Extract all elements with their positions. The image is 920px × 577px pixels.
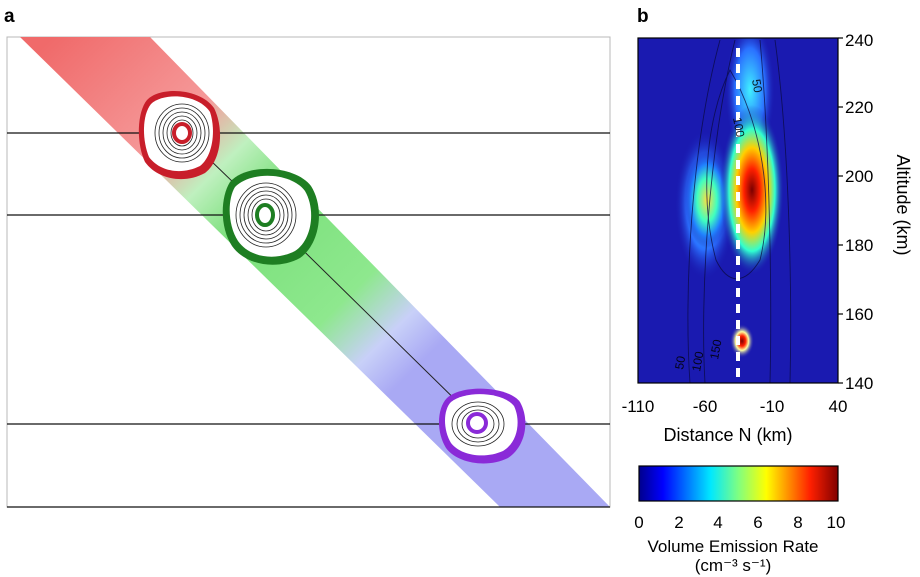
colorbar-tick-label: 6	[753, 513, 762, 532]
x-axis: -110 -60 -10 40 Distance N (km)	[622, 397, 848, 445]
colorbar-tick-label: 10	[827, 513, 846, 532]
x-tick-label: -60	[693, 397, 718, 416]
emission-heatmap	[638, 38, 838, 383]
x-tick-label: 40	[829, 397, 848, 416]
colorbar-tick-label: 2	[674, 513, 683, 532]
y-tick-label: 160	[845, 305, 873, 324]
colorbar: 0 2 4 6 8 10 Volume Emission Rate (cm⁻³ …	[634, 465, 846, 575]
heatmap-frame	[637, 37, 839, 384]
x-tick-label: -110	[622, 397, 655, 416]
x-axis-title: Distance N (km)	[663, 425, 792, 445]
colorbar-title: Volume Emission Rate	[647, 537, 818, 556]
colorbar-units: (cm⁻³ s⁻¹)	[695, 556, 771, 575]
colorbar-tick-label: 0	[634, 513, 643, 532]
contour-label: 100	[730, 116, 747, 138]
y-tick-label: 180	[845, 236, 873, 255]
panel-a: a	[4, 6, 611, 508]
contour-label: 50	[749, 78, 765, 94]
heatmap-hotspot	[730, 324, 754, 358]
colorbar-tick-label: 4	[713, 513, 722, 532]
y-tick-label: 220	[845, 98, 873, 117]
x-tick-label: -10	[760, 397, 785, 416]
y-axis: 140 160 180 200 220 240 Altitude (km)	[838, 31, 913, 393]
y-tick-label: 140	[845, 374, 873, 393]
y-axis-title: Altitude (km)	[893, 154, 913, 255]
colorbar-tick-label: 8	[793, 513, 802, 532]
green-emission-blob	[222, 168, 319, 265]
heatmap-contours	[687, 39, 792, 383]
panel-b-label: b	[637, 6, 649, 27]
heatmap-hotspot	[720, 105, 784, 275]
y-tick-label: 240	[845, 31, 873, 50]
red-emission-blob	[138, 90, 221, 180]
y-tick-label: 200	[845, 167, 873, 186]
panel-a-label: a	[4, 6, 15, 27]
contour-label: 50	[672, 355, 688, 371]
colorbar-gradient	[638, 465, 839, 502]
panel-b: b 50 100 50 100 150	[622, 6, 913, 575]
purple-emission-blob	[438, 388, 526, 464]
contour-label: 100	[689, 350, 706, 372]
contour-label: 150	[707, 338, 724, 360]
